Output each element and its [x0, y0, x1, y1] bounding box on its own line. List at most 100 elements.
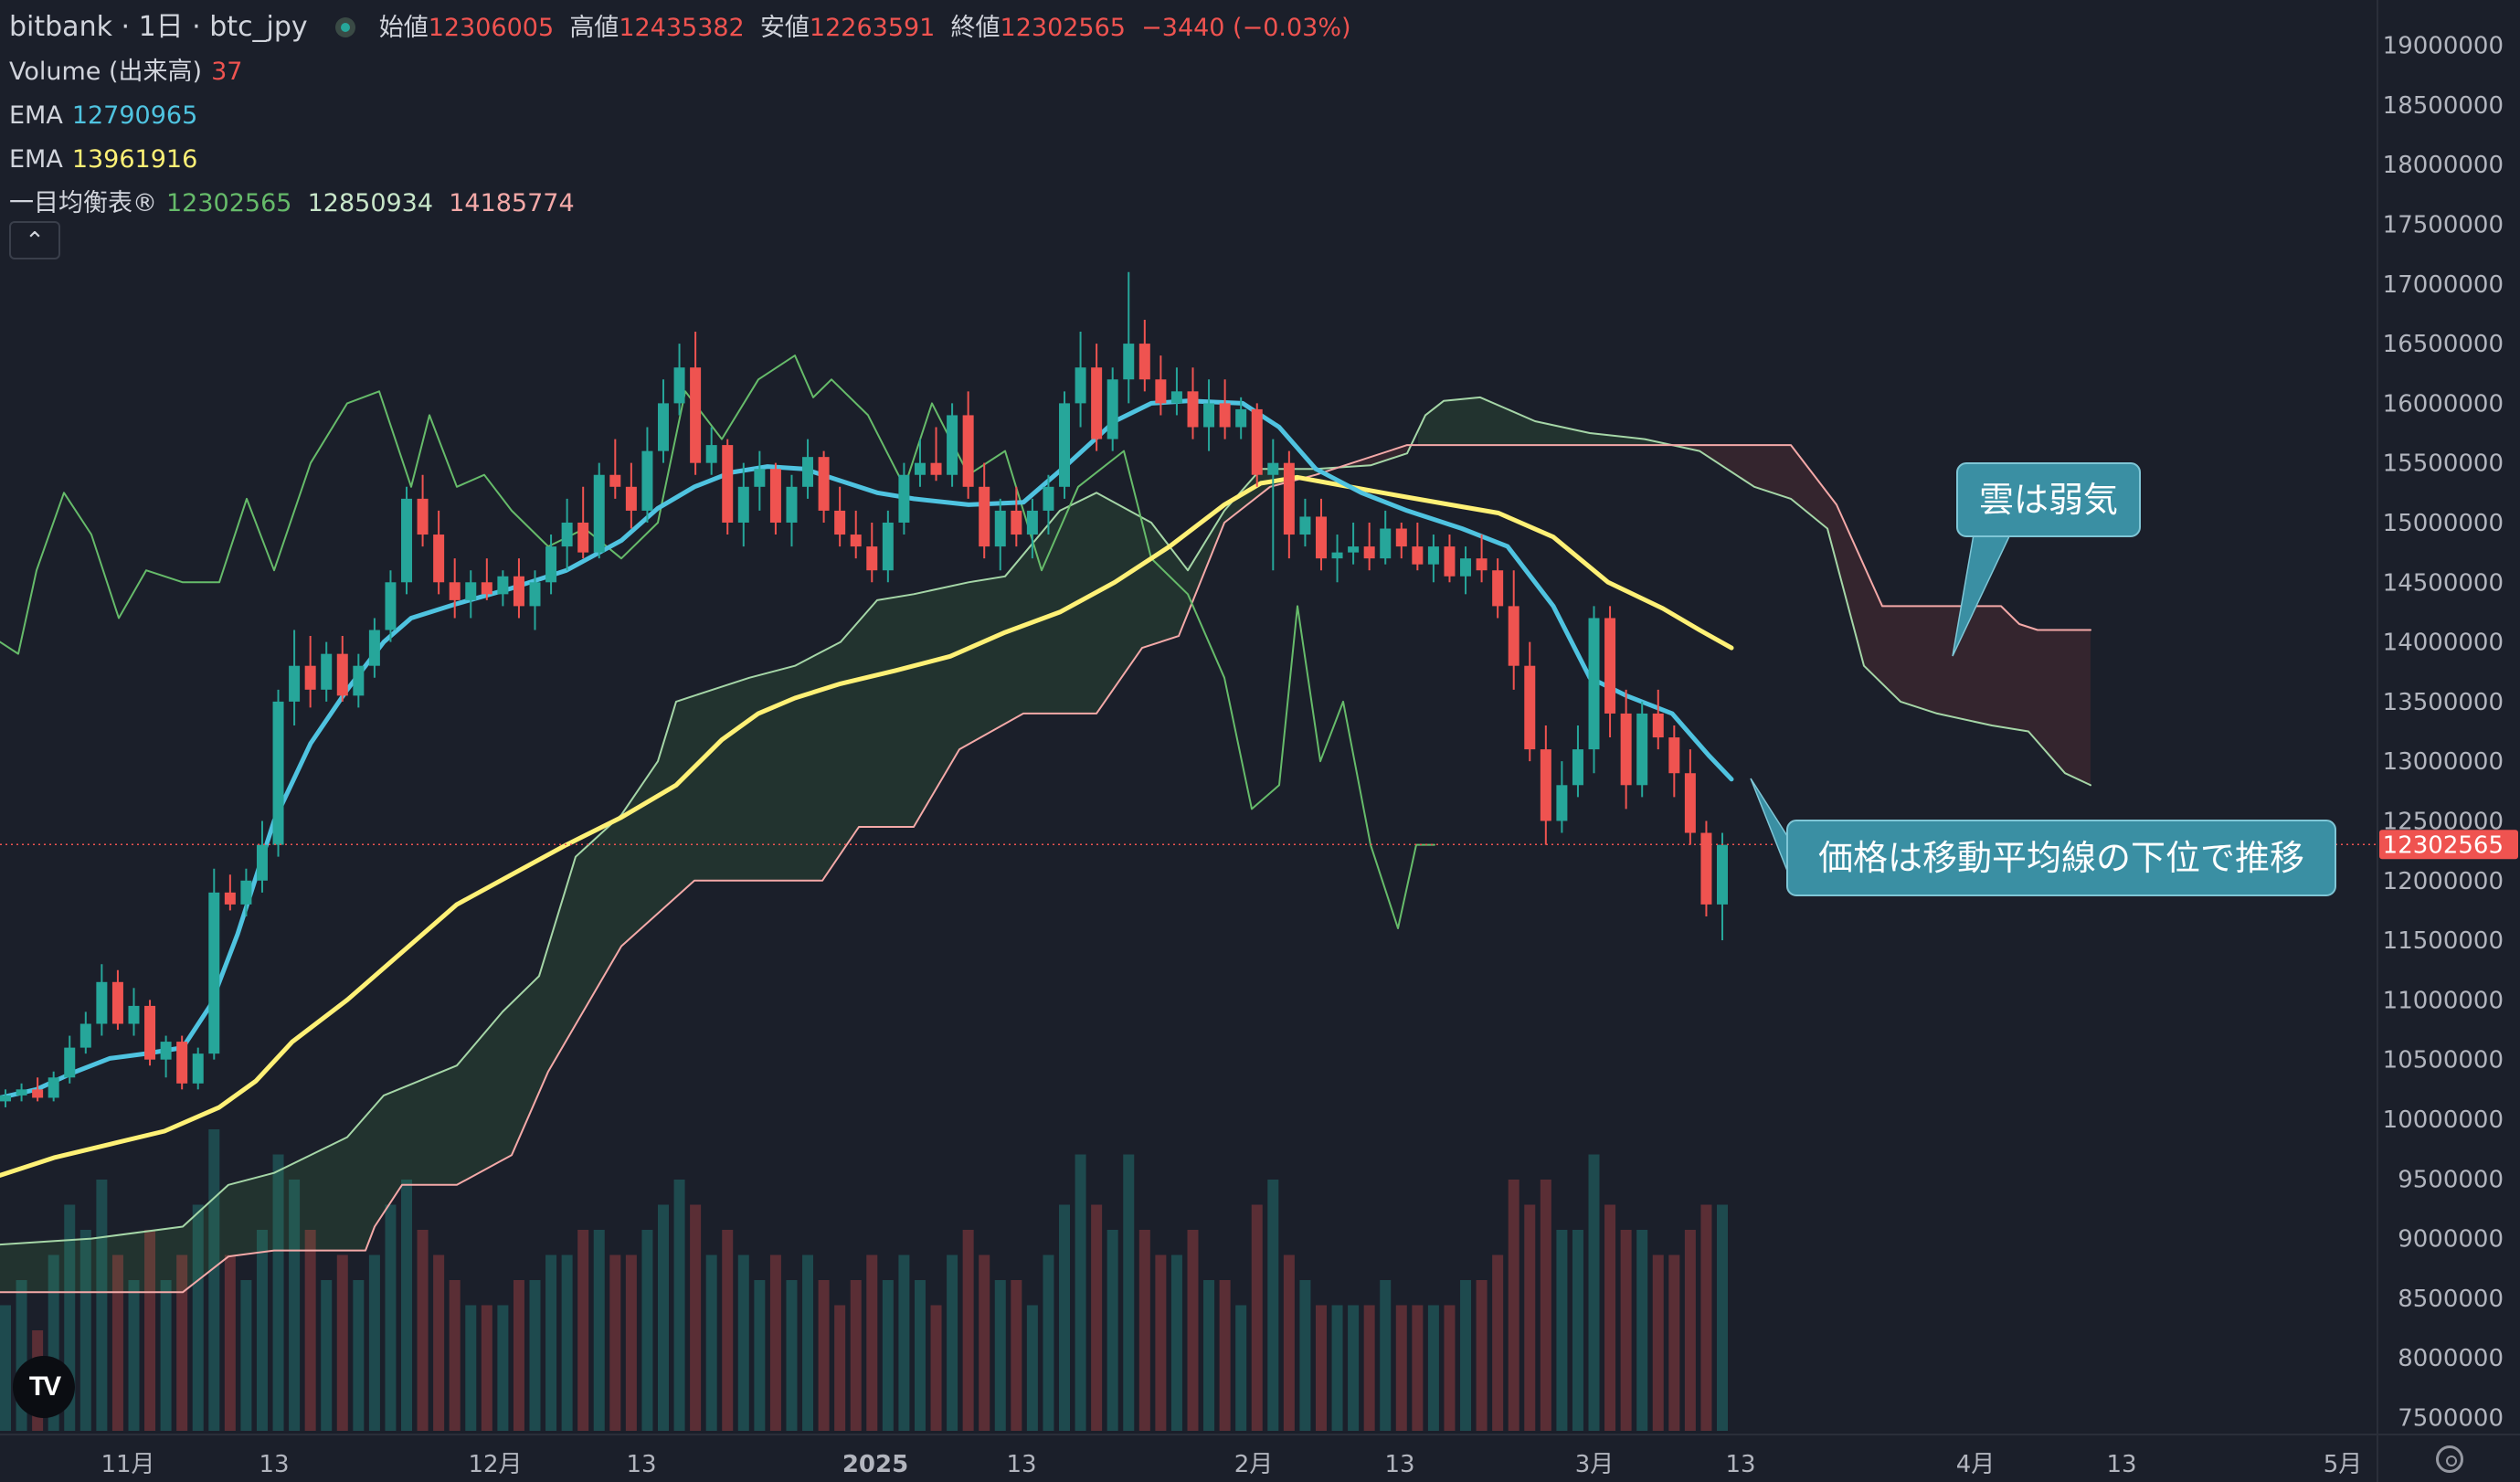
- volume-bar: [192, 1204, 204, 1431]
- candle-body: [96, 981, 108, 1024]
- candle-body: [850, 535, 862, 547]
- volume-bar: [433, 1254, 445, 1431]
- legend: bitbank · 1日 · btc_jpy 始値12306005 高値12435…: [9, 5, 1351, 226]
- candle-body: [1492, 570, 1504, 607]
- volume-bar: [1668, 1254, 1680, 1431]
- volume-bar: [417, 1230, 429, 1431]
- candle-body: [529, 582, 541, 607]
- volume-bar: [1348, 1305, 1360, 1431]
- gear-icon[interactable]: [2436, 1445, 2463, 1473]
- candle-body: [1572, 749, 1583, 786]
- volume-bar: [1187, 1230, 1199, 1431]
- current-price-label: 12302565: [2383, 831, 2504, 859]
- volume-bar: [111, 1254, 123, 1431]
- candle-body: [385, 582, 397, 630]
- time-tick-label: 5月: [2324, 1451, 2363, 1478]
- ichimoku-value-1: 12302565: [166, 189, 292, 217]
- ema1-legend[interactable]: EMA 12790965: [9, 94, 1351, 138]
- price-tick-label: 16500000: [2383, 331, 2504, 358]
- volume-bar: [449, 1280, 461, 1431]
- annotation-price-below-ma[interactable]: 価格は移動平均線の下位で推移: [1750, 778, 2336, 896]
- price-tick-label: 10500000: [2383, 1047, 2504, 1074]
- ichimoku-cloud: [0, 397, 2091, 1293]
- annotation-cloud-bearish[interactable]: 雲は弱気: [1952, 462, 2141, 657]
- candle-body: [1123, 344, 1135, 380]
- callout-box: [1956, 462, 2141, 537]
- candle-body: [947, 415, 958, 475]
- volume-bar: [722, 1230, 734, 1431]
- volume-bar: [289, 1180, 301, 1431]
- time-tick-label: 13: [1006, 1451, 1036, 1478]
- ichimoku-legend[interactable]: 一目均衡表® 12302565 12850934 14185774: [9, 182, 1351, 226]
- candle-body: [64, 1047, 76, 1078]
- time-tick-label: 4月: [1956, 1451, 1996, 1478]
- volume-bar: [1123, 1154, 1135, 1431]
- volume-bar: [1299, 1280, 1311, 1431]
- volume-bar: [1476, 1280, 1488, 1431]
- candle-body: [769, 469, 781, 523]
- price-tick-label: 17500000: [2383, 211, 2504, 238]
- candle-body: [1331, 552, 1343, 559]
- volume-bar: [144, 1230, 156, 1431]
- volume-bar: [754, 1280, 766, 1431]
- volume-bar: [1460, 1280, 1472, 1431]
- volume-bar: [1235, 1305, 1247, 1431]
- volume-bar: [240, 1280, 252, 1431]
- price-tick-label: 11000000: [2383, 987, 2504, 1014]
- candle-body: [144, 1005, 156, 1060]
- candle-body: [401, 498, 413, 583]
- candle-body: [465, 582, 477, 600]
- ichimoku-value-3: 14185774: [449, 189, 575, 217]
- close-value: 12302565: [1000, 14, 1126, 42]
- collapse-legend-button[interactable]: ⌃: [9, 221, 60, 259]
- candle-body: [1524, 665, 1536, 750]
- price-tick-label: 11500000: [2383, 927, 2504, 955]
- low-label: 安値: [759, 14, 810, 42]
- lagging-span-line: [0, 355, 1435, 929]
- candle-body: [673, 367, 685, 404]
- volume-bar: [898, 1254, 910, 1431]
- volume-bar: [641, 1230, 653, 1431]
- candle-body: [1011, 510, 1022, 535]
- candle-body: [802, 457, 814, 487]
- time-axis[interactable]: 11月 13 12月 13 2025 13 2月 13 3月 13 4月 13 5月: [0, 1434, 2520, 1478]
- candle-body: [1636, 713, 1648, 786]
- volume-bar: [1283, 1254, 1295, 1431]
- volume-bar: [1572, 1230, 1583, 1431]
- time-tick-label: 12月: [468, 1451, 522, 1478]
- bullish-cloud: [1418, 397, 1667, 446]
- candle-body: [272, 701, 284, 845]
- candle-body: [1106, 379, 1118, 439]
- candle-body: [1684, 773, 1696, 833]
- ema2-label: EMA: [9, 145, 63, 174]
- volume-legend[interactable]: Volume (出来高) 37: [9, 50, 1351, 94]
- ichimoku-value-2: 12850934: [307, 189, 434, 217]
- candle-body: [481, 582, 492, 595]
- price-tick-label: 15000000: [2383, 510, 2504, 537]
- candle-body: [561, 522, 573, 547]
- candle-body: [256, 844, 268, 881]
- candle-body: [368, 630, 380, 666]
- candle-body: [737, 486, 749, 523]
- volume-bar: [802, 1254, 814, 1431]
- symbol-title[interactable]: bitbank · 1日 · btc_jpy: [9, 11, 308, 43]
- callout-text: 雲は弱気: [1979, 480, 2118, 520]
- price-axis[interactable]: 19000000 18500000 18000000 17500000 17000000…: [2377, 0, 2520, 1482]
- candle-body: [1380, 528, 1392, 559]
- time-tick-label: 13: [2106, 1451, 2136, 1478]
- volume-bar: [737, 1254, 749, 1431]
- candle-body: [722, 445, 734, 523]
- volume-bar: [1492, 1254, 1504, 1431]
- volume-bar: [690, 1204, 702, 1431]
- volume-bar: [529, 1280, 541, 1431]
- ema2-legend[interactable]: EMA 13961916: [9, 138, 1351, 182]
- low-value: 12263591: [809, 14, 936, 42]
- ema2-value: 13961916: [71, 145, 198, 174]
- volume-bar: [1588, 1154, 1600, 1431]
- leading-span-a-line: [0, 396, 2091, 1246]
- bullish-cloud: [0, 467, 1338, 1293]
- candle-body: [786, 486, 798, 523]
- tradingview-logo-icon[interactable]: TV: [13, 1356, 75, 1418]
